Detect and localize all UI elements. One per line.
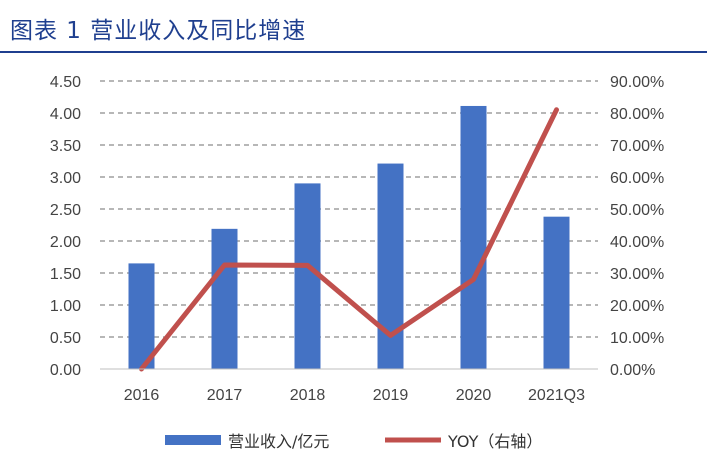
right-axis: 0.00% 10.00% 20.00% 30.00% 40.00% 50.00% 60.00…	[610, 74, 664, 379]
left-tick-label: 0.50	[50, 330, 81, 347]
left-tick-label: 1.50	[50, 266, 81, 283]
bar	[377, 163, 404, 369]
yoy-line	[139, 107, 559, 372]
bar	[543, 216, 570, 369]
x-tick-label: 2021Q3	[528, 387, 585, 404]
right-tick-label: 90.00%	[610, 74, 664, 91]
right-tick-label: 0.00%	[610, 362, 655, 379]
legend-bar-swatch	[165, 435, 221, 445]
x-tick-label: 2018	[290, 387, 326, 404]
chart-title: 图表 1 营业收入及同比增速	[10, 18, 307, 44]
left-tick-label: 3.00	[50, 170, 81, 187]
right-tick-label: 60.00%	[610, 170, 664, 187]
right-tick-label: 10.00%	[610, 330, 664, 347]
right-tick-label: 30.00%	[610, 266, 664, 283]
x-tick-label: 2016	[124, 387, 160, 404]
left-tick-label: 2.00	[50, 234, 81, 251]
x-tick-label: 2019	[373, 387, 409, 404]
bar	[294, 183, 321, 369]
gridlines	[100, 80, 598, 338]
x-tick-label: 2017	[207, 387, 243, 404]
right-tick-label: 40.00%	[610, 234, 664, 251]
right-tick-label: 20.00%	[610, 298, 664, 315]
left-tick-label: 3.50	[50, 138, 81, 155]
right-tick-label: 80.00%	[610, 106, 664, 123]
left-tick-label: 4.50	[50, 74, 81, 91]
left-tick-label: 2.50	[50, 202, 81, 219]
bar	[128, 263, 155, 369]
left-axis: 0.00 0.50 1.00 1.50 2.00 2.50 3.00 3.50 4.00 4.50	[50, 74, 81, 379]
legend-line-label: YOY（右轴）	[447, 432, 542, 451]
right-tick-label: 70.00%	[610, 138, 664, 155]
bar	[211, 228, 238, 369]
bar	[460, 105, 487, 370]
bar-series	[128, 105, 570, 370]
x-axis: 2016 2017 2018 2019 2020 2021Q3	[100, 368, 598, 404]
legend-bar-label: 营业收入/亿元	[228, 432, 329, 451]
line-series	[139, 107, 559, 372]
x-tick-label: 2020	[456, 387, 492, 404]
left-tick-label: 1.00	[50, 298, 81, 315]
title-rule	[0, 51, 707, 53]
title-bar: 图表 1 营业收入及同比增速	[0, 0, 707, 53]
left-tick-label: 4.00	[50, 106, 81, 123]
right-tick-label: 50.00%	[610, 202, 664, 219]
legend: 营业收入/亿元 YOY（右轴）	[165, 432, 542, 451]
left-tick-label: 0.00	[50, 362, 81, 379]
